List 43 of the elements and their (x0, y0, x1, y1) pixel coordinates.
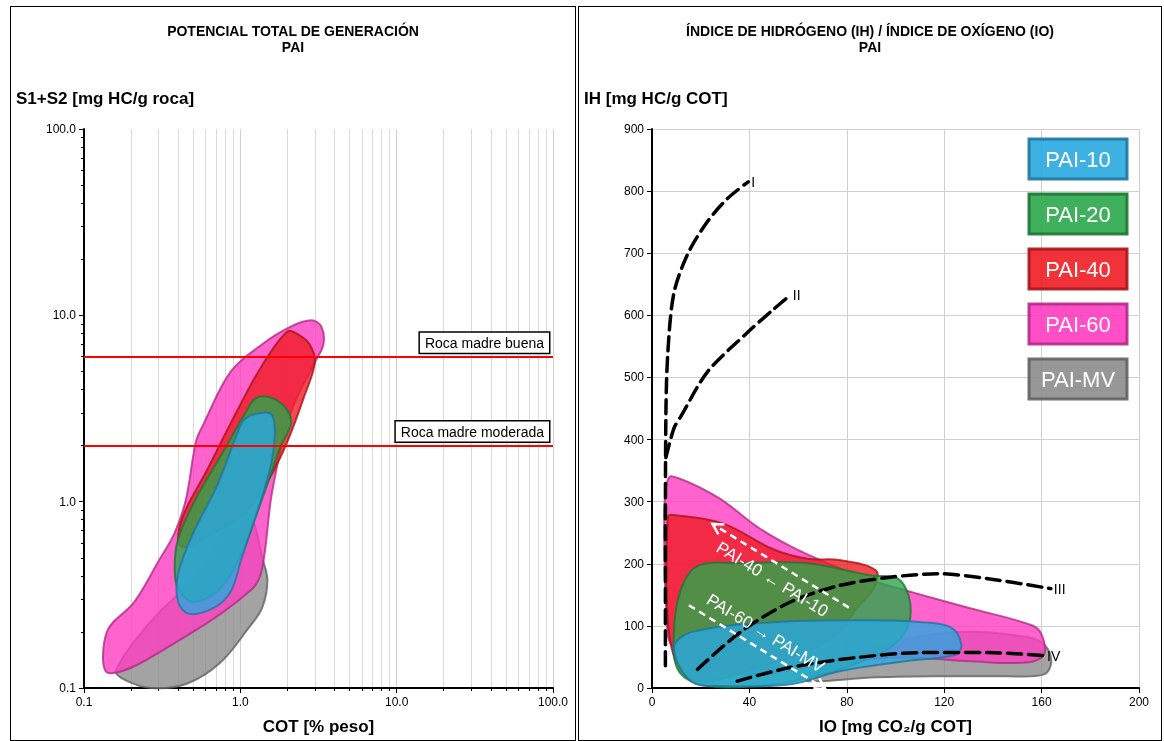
y-tick-label: 400 (623, 432, 645, 447)
x-axis-title: IO [mg CO₂/g COT] (819, 717, 972, 736)
text: PAI-40 (1045, 256, 1111, 282)
series-label: IV (1047, 647, 1061, 664)
text: PAI-20 (1045, 201, 1111, 227)
y-axis-title: S1+S2 [mg HC/g roca] (16, 89, 195, 108)
x-tick-label: 0 (648, 695, 656, 709)
text: PAI-60 (1045, 311, 1111, 337)
y-tick-label: 600 (623, 308, 645, 323)
x-tick-label: 0.1 (75, 695, 93, 709)
y-tick-label: 100.0 (45, 122, 77, 136)
chart-title: ÍNDICE DE HIDRÓGENO (IH) / ÍNDICE DE OXÍGENO (IO) (686, 22, 1054, 39)
series-label: I (751, 173, 756, 190)
y-tick-label: 100 (623, 618, 645, 633)
y-tick-label: 0 (637, 681, 645, 695)
x-axis-title: COT [% peso] (262, 717, 375, 736)
y-axis-title: IH [mg HC/g COT] (584, 89, 728, 108)
y-tick-label: 700 (623, 246, 645, 261)
y-tick-label: 1.0 (59, 494, 77, 509)
y-tick-label: 800 (623, 184, 645, 199)
text: PAI-MV (1040, 366, 1116, 392)
series-label: II (792, 287, 801, 304)
y-tick-label: 10.0 (52, 308, 77, 323)
chart-subtitle: PAI (281, 39, 305, 55)
y-tick-label: 900 (623, 122, 645, 136)
x-tick-label: 10.0 (384, 695, 409, 709)
chart-subtitle: PAI (858, 39, 882, 55)
ref-line-label: Roca madre moderada (400, 423, 545, 440)
y-tick-label: 200 (623, 556, 645, 571)
text: PAI-10 (1045, 146, 1111, 172)
y-tick-label: 0.1 (59, 681, 77, 695)
x-tick-label: 80 (840, 695, 854, 709)
y-tick-label: 500 (623, 370, 645, 385)
series-label: III (1053, 580, 1066, 597)
x-tick-label: 160 (1031, 695, 1052, 709)
x-tick-label: 1.0 (231, 695, 249, 709)
x-tick-label: 100.0 (537, 695, 569, 709)
ref-line-label: Roca madre buena (424, 334, 545, 351)
y-tick-label: 300 (623, 494, 645, 509)
x-tick-label: 200 (1128, 695, 1150, 709)
chart-title: POTENCIAL TOTAL DE GENERACIÓN (167, 22, 419, 39)
x-tick-label: 40 (742, 695, 757, 709)
x-tick-label: 120 (934, 695, 955, 709)
